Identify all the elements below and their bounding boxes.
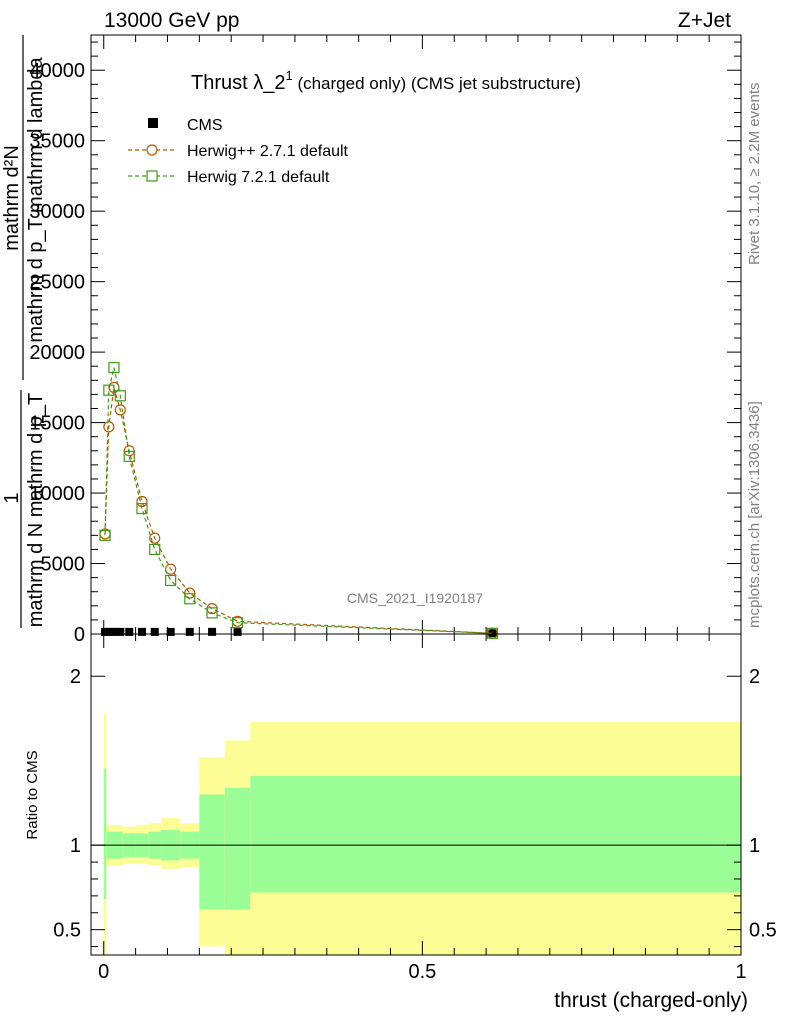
process-label: Z+Jet [678, 9, 731, 32]
main-y-tick-label: 40000 [29, 60, 85, 82]
y-label-denominator: mathrm d p_T mathrm d lambda [25, 56, 47, 342]
main-y-tick-label: 15000 [29, 413, 85, 435]
ratio-y-tick-label-right: 0.5 [749, 920, 777, 942]
series-line [104, 367, 493, 634]
ratio-y-tick-label-right: 1 [749, 835, 760, 857]
ratio-y-label: Ratio to CMS [24, 750, 41, 839]
ratio-inner-band [250, 775, 741, 893]
watermark: CMS_2021_I1920187 [347, 590, 483, 606]
main-series [99, 362, 499, 639]
chart-title: Thrust λ_21 (charged only) (CMS jet subs… [191, 68, 581, 94]
main-y-tick-label: 30000 [29, 201, 85, 223]
energy-label: 13000 GeV pp [104, 9, 239, 32]
data-point-herwigpp [184, 587, 196, 599]
data-point-cms [233, 627, 242, 636]
main-y-tick-label: 10000 [29, 483, 85, 505]
main-y-label: 1 mathrm d N mathrm d p_T mathrm d²N mat… [1, 35, 47, 628]
main-y-ticks: 0 5000 10000 15000 20000 25000 30000 35000 40000 [29, 41, 741, 646]
data-point-cms [208, 627, 217, 636]
chart-title-sup: 1 [285, 68, 292, 83]
main-y-tick-label: 25000 [29, 272, 85, 294]
x-tick-label: 0 [98, 961, 109, 983]
legend-herwig7-marker [146, 170, 158, 182]
data-point-herwigpp [165, 563, 177, 575]
rivet-label: Rivet 3.1.10, ≥ 2.2M events [746, 83, 763, 266]
main-y-tick-label: 0 [74, 624, 85, 646]
data-point-herwigpp [123, 445, 135, 457]
ratio-inner-band [224, 787, 251, 910]
data-point-cms [109, 627, 118, 636]
data-point-herwig7 [165, 574, 177, 587]
data-point-herwig7 [114, 390, 126, 402]
mcplots-label: mcplots.cern.ch [arXiv:1306.3436] [746, 401, 763, 628]
main-y-tick-label: 35000 [29, 131, 85, 153]
x-tick-label: 0.5 [408, 961, 436, 983]
data-point-herwigpp [136, 495, 148, 508]
ratio-inner-band [103, 769, 107, 900]
data-point-herwig7 [136, 502, 148, 515]
data-point-herwigpp [114, 404, 126, 416]
data-point-herwigpp [206, 603, 218, 615]
legend-cms-marker [148, 118, 158, 128]
x-tick-label: 1 [735, 961, 746, 983]
data-point-cms [137, 627, 146, 636]
data-point-herwig7 [99, 529, 111, 541]
ratio-bands [103, 713, 741, 955]
legend-herwigpp-label: Herwig++ 2.7.1 default [187, 143, 349, 160]
main-panel: 0 5000 10000 15000 20000 25000 30000 35000 40000… [1, 34, 742, 646]
y-label-prefix-den: mathrm d N mathrm d p_T [25, 393, 47, 628]
data-point-herwig7 [231, 617, 244, 629]
legend-herwigpp-marker [146, 144, 158, 156]
y-label-numerator: mathrm d²N [1, 145, 23, 251]
data-point-cms [125, 627, 134, 636]
y-label-prefix-num: 1 [1, 492, 23, 503]
chart-title-rest: (charged only) (CMS jet substructure) [293, 74, 581, 93]
ratio-panel: 0.5 0.51 12 2 0 0.5 1 Ratio to CMS thrust (ch… [24, 633, 777, 1012]
ratio-y-tick-label: 0.5 [53, 920, 81, 942]
data-point-herwigpp [149, 532, 161, 544]
data-point-herwig7 [184, 593, 196, 605]
x-axis-label: thrust (charged-only) [554, 989, 748, 1012]
data-point-herwig7 [486, 627, 499, 639]
ratio-x-ticks: 0 0.5 1 [98, 634, 747, 983]
main-y-tick-label: 5000 [41, 554, 86, 576]
data-point-herwig7 [206, 607, 218, 619]
legend: CMS Herwig++ 2.7.1 default Herwig 7.2.1 … [128, 117, 349, 186]
data-point-cms [104, 627, 113, 636]
data-point-herwig7 [149, 543, 161, 556]
ratio-y-tick-label: 2 [70, 666, 81, 688]
data-point-herwig7 [123, 450, 135, 463]
ratio-frame [90, 633, 742, 956]
data-point-cms [116, 627, 125, 636]
ratio-inner-band [199, 794, 225, 910]
data-point-cms [166, 627, 175, 636]
chart-title-main: Thrust λ_2 [191, 72, 285, 94]
data-point-herwig7 [103, 384, 115, 396]
ratio-y-tick-label-right: 2 [749, 666, 760, 688]
main-x-ticks [103, 35, 742, 634]
ratio-y-ticks: 0.5 0.5 1 1 2 2 [53, 666, 777, 948]
data-point-cms [185, 627, 194, 636]
data-point-cms [150, 627, 159, 636]
data-point-herwig7 [108, 362, 120, 374]
ratio-y-tick-label: 1 [70, 835, 81, 857]
main-y-tick-label: 20000 [29, 342, 85, 364]
data-point-herwigpp [103, 421, 115, 433]
legend-cms-label: CMS [187, 117, 223, 134]
legend-herwig7-label: Herwig 7.2.1 default [187, 169, 330, 186]
